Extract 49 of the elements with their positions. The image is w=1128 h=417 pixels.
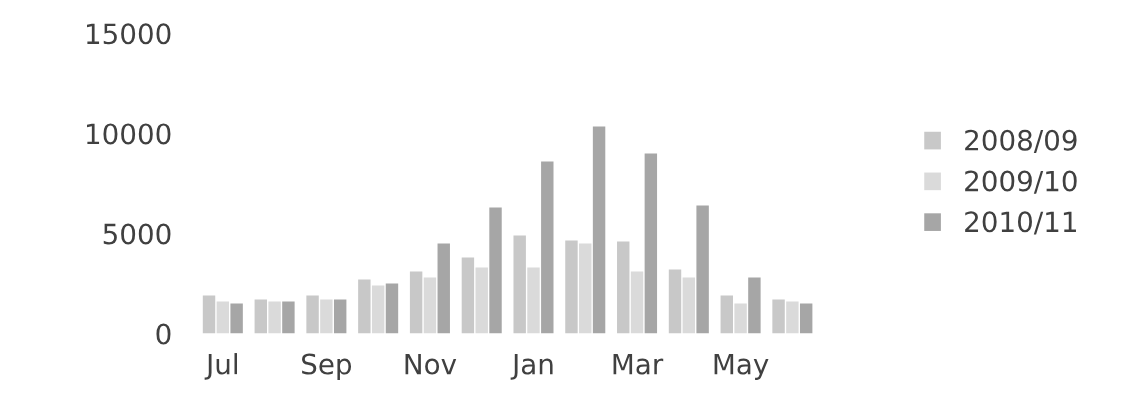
legend-label: 2008/09 [965,129,1077,153]
x-tick-label: Nov [405,353,457,375]
bar [799,303,813,334]
bar [333,299,347,334]
bar [734,303,747,334]
bar [682,277,696,334]
y-tick-label: 0 [156,323,171,345]
bar [630,271,644,334]
x-tick-label: May [714,353,769,380]
bar [772,299,785,334]
bar [696,205,709,334]
bar [230,303,243,334]
x-tick-label: Jul [204,353,237,380]
bar [358,279,371,334]
bar [254,299,268,334]
bar [489,207,502,334]
y-tick-label: 5000 [103,223,171,245]
x-tick-label: Jan [510,353,553,380]
bar [513,235,526,334]
bar [216,301,230,334]
bar [423,277,437,334]
bar [579,243,592,334]
bar [282,301,295,334]
legend-label: 2010/11 [965,211,1076,235]
legend-label: 2009/10 [965,170,1077,194]
bar [461,257,475,334]
bar [437,243,450,334]
x-tick-label: Sep [302,353,352,380]
bar [202,295,216,334]
bar [617,241,630,334]
bar [385,283,399,334]
bar [268,301,281,334]
y-tick-label: 15000 [87,23,171,45]
bar [541,161,554,334]
bar [668,269,682,334]
bar [720,295,733,334]
y-tick-label: 10000 [87,123,171,145]
bar [748,277,761,334]
bar [565,240,578,334]
bar [786,301,799,334]
bar [592,126,606,334]
bar [320,299,333,334]
bar [409,271,423,334]
bar [306,295,319,334]
bar [475,267,488,334]
bar [644,153,658,334]
bar [527,267,540,334]
x-tick-label: Mar [613,353,664,375]
bar [371,285,385,334]
